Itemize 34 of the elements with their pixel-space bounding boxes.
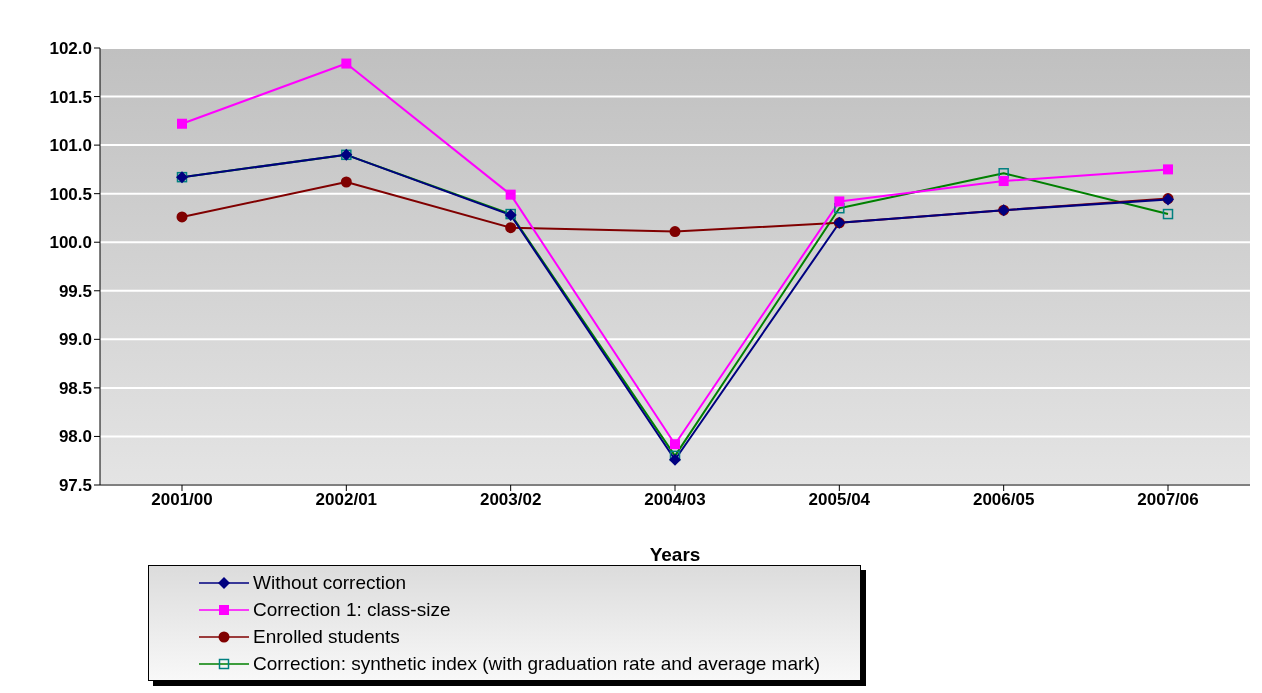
- x-tick-label: 2002/01: [315, 490, 378, 510]
- point: [505, 189, 516, 200]
- x-tick-label: 2007/06: [1137, 490, 1199, 510]
- x-tick-label: 2005/04: [808, 490, 871, 510]
- x-tick-label: 2003/02: [479, 490, 542, 510]
- point: [176, 211, 188, 223]
- x-axis-title: Years: [649, 544, 701, 565]
- point: [177, 118, 187, 129]
- y-tick-label: 98.5: [58, 378, 92, 398]
- point: [505, 222, 517, 234]
- y-tick-label: 97.5: [58, 476, 92, 496]
- legend-label: Correction: synthetic index (with graduation rate and average mark): [253, 652, 821, 675]
- point: [834, 196, 845, 207]
- x-tick-label: 2006/05: [972, 490, 1035, 510]
- legend-label: Without correction: [253, 571, 407, 594]
- point: [998, 176, 1009, 187]
- y-tick-label: 101.0: [49, 136, 92, 156]
- legend-label: Enrolled students: [253, 625, 400, 648]
- y-tick-label: 99.5: [58, 281, 92, 301]
- point: [340, 176, 352, 188]
- point: [670, 439, 680, 450]
- legend-label: Correction 1: class-size: [253, 598, 451, 621]
- y-tick-label: 99.0: [58, 330, 92, 350]
- y-tick-label: 102.0: [49, 39, 92, 59]
- y-tick-label: 98.0: [58, 427, 92, 447]
- x-tick-label: 2001/00: [151, 490, 213, 510]
- x-tick-label: 2004/03: [644, 490, 706, 510]
- y-tick-label: 100.0: [49, 233, 92, 253]
- point: [669, 226, 681, 238]
- y-tick-label: 101.5: [49, 87, 92, 107]
- point: [1163, 164, 1173, 175]
- point: [669, 453, 681, 466]
- y-tick-label: 100.5: [49, 184, 92, 204]
- point: [341, 58, 352, 69]
